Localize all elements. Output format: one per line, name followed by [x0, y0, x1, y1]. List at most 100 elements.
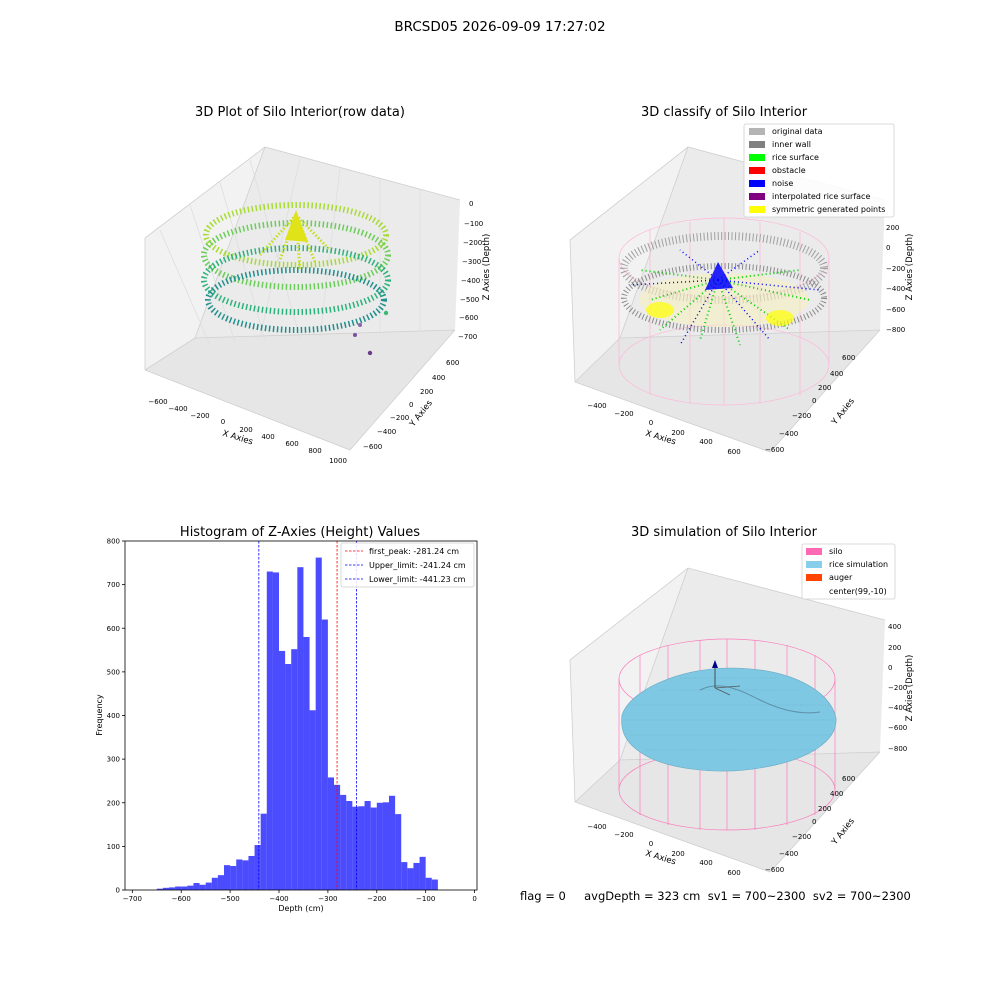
simulation-x-tick: 400 — [699, 859, 712, 867]
classify-legend-entry: noise — [749, 179, 793, 188]
classify-y-label: Y Axies — [829, 396, 857, 428]
hist-bar — [309, 710, 316, 890]
raw-y-tick: −400 — [377, 428, 396, 436]
simulation-z-tick: 0 — [888, 664, 892, 672]
raw-z-tick: 0 — [469, 200, 473, 208]
legend-swatch — [806, 561, 822, 568]
hist-x-tick-label: −200 — [367, 895, 386, 903]
raw-y-ticks: 600 400 200 0 −200 −400 −600 — [363, 359, 459, 451]
legend-swatch — [749, 154, 765, 161]
status-line: flag = 0 avgDepth = 323 cm sv1 = 700~230… — [520, 889, 911, 903]
raw-x-tick: 600 — [285, 440, 298, 448]
hist-x-tick-label: −300 — [318, 895, 337, 903]
simulation-auger — [712, 660, 741, 696]
legend-swatch — [749, 206, 765, 213]
hist-y-tick-label: 500 — [107, 668, 120, 676]
legend-label: interpolated rice surface — [772, 192, 870, 201]
legend-label: rice surface — [772, 153, 819, 162]
hist-reference-lines — [258, 541, 358, 890]
hist-bar — [327, 777, 334, 890]
legend-label: first_peak: -281.24 cm — [369, 547, 459, 556]
hist-legend-frame — [340, 542, 475, 588]
classify-x-tick: −400 — [587, 402, 606, 410]
hist-bar — [230, 866, 237, 890]
simulation-legend-frame — [801, 543, 896, 600]
classify-z-tick: −400 — [886, 285, 905, 293]
hist-bar — [156, 888, 163, 890]
hist-bar — [382, 802, 389, 890]
simulation-y-tick: 400 — [830, 790, 843, 798]
hist-bar — [224, 865, 231, 890]
hist-x-tick-label: −500 — [220, 895, 239, 903]
classify-y-ticks: 600 400 200 0 −200 −400 −600 — [765, 354, 855, 454]
hist-y-tick-label: 300 — [107, 756, 120, 764]
hist-bar — [358, 806, 365, 890]
hist-bar — [431, 879, 438, 890]
hist-bar — [217, 875, 224, 890]
simulation-y-tick: 200 — [818, 805, 831, 813]
hist-y-tick-label: 800 — [107, 538, 120, 546]
hist-y-ticks: 0 100 200 300 400 500 600 700 800 — [107, 538, 125, 895]
classify-z-ticks: 200 0 −200 −400 −600 −800 — [886, 224, 905, 334]
hist-bar — [297, 567, 304, 890]
classify-legend-entry: interpolated rice surface — [749, 192, 870, 201]
hist-bar — [175, 886, 182, 890]
classify-legend: original data inner wall rice surface ob… — [743, 123, 895, 218]
legend-label: inner wall — [772, 140, 811, 149]
hist-bar — [370, 807, 377, 890]
classify-x-tick: 0 — [649, 419, 653, 427]
simulation-x-tick: 600 — [727, 869, 740, 877]
hist-bar — [413, 862, 420, 890]
classify-legend-entry: original data — [749, 127, 823, 136]
raw-z-tick: −400 — [461, 277, 480, 285]
hist-bar — [291, 649, 298, 890]
simulation-legend-entry: center(99,-10) — [829, 587, 887, 596]
hist-bar — [193, 883, 200, 890]
simulation-legend-entry: auger — [806, 573, 853, 582]
classify-x-tick: 400 — [699, 438, 712, 446]
hist-y-tick-label: 600 — [107, 625, 120, 633]
raw-z-tick: −200 — [463, 239, 482, 247]
hist-bar — [321, 619, 328, 890]
hist-bar — [236, 859, 243, 890]
classify-legend-entry: rice surface — [749, 153, 819, 162]
hist-bar — [266, 571, 273, 890]
hist-bar — [205, 882, 212, 890]
hist-legend-entry: Lower_limit: -441.23 cm — [345, 575, 466, 584]
panel-histogram: Histogram of Z-Axies (Height) Values −70… — [95, 525, 478, 913]
legend-label: silo — [829, 547, 843, 556]
hist-bar — [211, 877, 218, 890]
panel-simulation-3d: 3D simulation of Silo Interior si — [569, 525, 915, 877]
classify-y-tick: 600 — [842, 354, 855, 362]
hist-title: Histogram of Z-Axies (Height) Values — [180, 525, 420, 540]
classify-legend-entry: inner wall — [749, 140, 811, 149]
hist-bar — [352, 806, 359, 890]
classify-y-tick: 0 — [812, 397, 816, 405]
simulation-y-tick: 600 — [842, 775, 855, 783]
hist-y-tick-label: 200 — [107, 799, 120, 807]
hist-bar — [242, 860, 249, 890]
hist-bar — [285, 664, 292, 890]
simulation-z-tick: 400 — [888, 623, 901, 631]
raw-x-ticks: −600 −400 −200 0 200 400 600 800 1000 — [148, 398, 347, 465]
classify-title: 3D classify of Silo Interior — [641, 105, 808, 120]
classify-x-tick: 200 — [671, 429, 684, 437]
classify-z-tick: −800 — [886, 326, 905, 334]
simulation-z-ticks: 400 200 0 −200 −400 −600 −800 — [888, 623, 907, 753]
legend-swatch — [749, 128, 765, 135]
hist-legend: first_peak: -281.24 cm Upper_limit: -241… — [340, 542, 475, 588]
simulation-z-label: Z Axies (Depth) — [905, 655, 915, 722]
legend-swatch — [806, 548, 822, 555]
simulation-legend-entry: rice simulation — [806, 560, 888, 569]
raw-z-label: Z Axies (Depth) — [482, 234, 492, 301]
hist-legend-entry: first_peak: -281.24 cm — [345, 547, 459, 556]
raw-z-tick: −500 — [460, 296, 479, 304]
raw-x-tick: −200 — [190, 412, 209, 420]
hist-y-tick-label: 100 — [107, 843, 120, 851]
raw-x-tick: 1000 — [329, 457, 347, 465]
simulation-z-tick: −400 — [888, 704, 907, 712]
raw-z-ticks: 0 −100 −200 −300 −400 −500 −600 −700 — [458, 200, 483, 341]
simulation-legend-entry: silo — [806, 547, 843, 556]
hist-y-tick-label: 700 — [107, 581, 120, 589]
legend-label: obstacle — [772, 166, 806, 175]
